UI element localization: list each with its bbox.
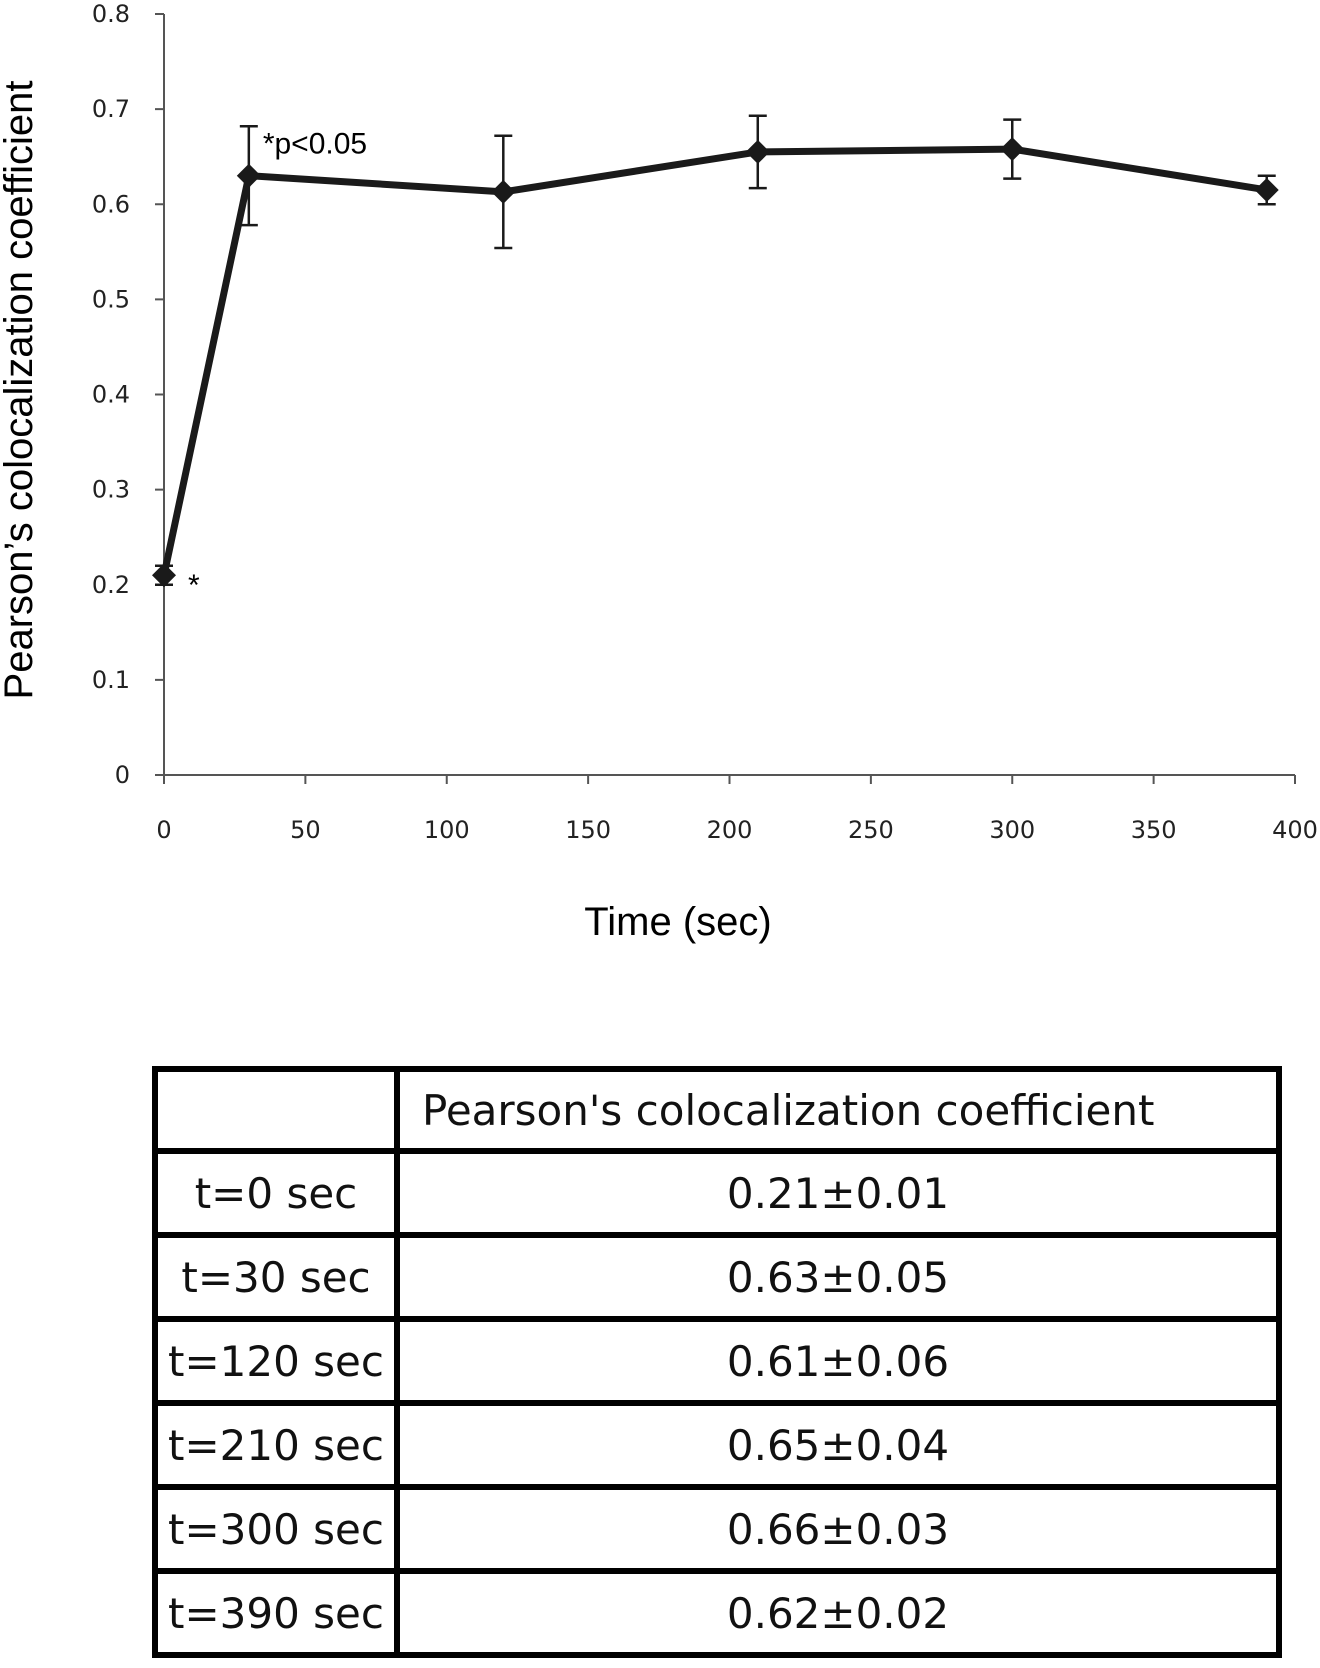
y-tick-labels: 0 0.1 0.2 0.3 0.4 0.5 0.6 0.7 0.8 xyxy=(92,0,130,789)
y-tick-label: 0.7 xyxy=(92,95,130,123)
table-row: t=120 sec 0.61±0.06 xyxy=(158,1322,1276,1400)
time-cell: t=210 sec xyxy=(158,1406,394,1484)
table-row: t=300 sec 0.66±0.03 xyxy=(158,1490,1276,1568)
time-cell: t=390 sec xyxy=(158,1574,394,1652)
x-tick-labels: 0 50 100 150 200 250 300 350 400 xyxy=(156,816,1318,844)
significance-annotation: *p<0.05 xyxy=(263,128,367,161)
x-tick-label: 250 xyxy=(848,816,894,844)
y-tick-label: 0.5 xyxy=(92,285,130,313)
table-header-row: Pearson's colocalization coefficient xyxy=(158,1072,1276,1148)
data-point xyxy=(236,163,261,188)
y-tick-label: 0.1 xyxy=(92,666,130,694)
x-tick-label: 300 xyxy=(989,816,1035,844)
time-cell: t=300 sec xyxy=(158,1490,394,1568)
value-cell: 0.21±0.01 xyxy=(400,1154,1276,1232)
data-point xyxy=(491,179,516,204)
y-tick-label: 0.2 xyxy=(92,571,130,599)
time-cell: t=30 sec xyxy=(158,1238,394,1316)
table-row: t=0 sec 0.21±0.01 xyxy=(158,1154,1276,1232)
x-axis-title: Time (sec) xyxy=(584,900,771,944)
y-tick-label: 0.4 xyxy=(92,381,130,409)
line-chart: 0 0.1 0.2 0.3 0.4 0.5 0.6 0.7 0.8 0 50 100 150 200 25… xyxy=(0,0,1318,944)
x-tick-label: 200 xyxy=(707,816,753,844)
y-tick-label: 0.3 xyxy=(92,476,130,504)
significance-marker: * xyxy=(188,569,200,602)
data-markers xyxy=(152,137,1279,588)
x-tick-label: 50 xyxy=(290,816,321,844)
annotations: * *p<0.05 xyxy=(188,128,367,603)
table-header-cell-empty xyxy=(158,1072,394,1148)
x-tick-label: 400 xyxy=(1272,816,1318,844)
series-line xyxy=(160,145,1268,576)
data-point xyxy=(1254,177,1279,202)
y-tick-label: 0.8 xyxy=(92,0,130,28)
y-tick-label: 0 xyxy=(115,761,130,789)
time-cell: t=120 sec xyxy=(158,1322,394,1400)
y-axis-title: Pearson’s colocalization coefficient xyxy=(0,81,41,700)
chart-axes xyxy=(155,13,1296,784)
x-tick-label: 0 xyxy=(156,816,171,844)
time-cell: t=0 sec xyxy=(158,1154,394,1232)
data-point xyxy=(152,563,176,588)
x-tick-label: 100 xyxy=(424,816,470,844)
value-cell: 0.61±0.06 xyxy=(400,1322,1276,1400)
data-point xyxy=(745,139,770,164)
table-row: t=390 sec 0.62±0.02 xyxy=(158,1574,1276,1652)
table-row: t=30 sec 0.63±0.05 xyxy=(158,1238,1276,1316)
x-tick-label: 150 xyxy=(565,816,611,844)
table-header-cell: Pearson's colocalization coefficient xyxy=(400,1072,1276,1148)
x-tick-label: 350 xyxy=(1131,816,1177,844)
value-cell: 0.63±0.05 xyxy=(400,1238,1276,1316)
value-cell: 0.65±0.04 xyxy=(400,1406,1276,1484)
coefficient-table: Pearson's colocalization coefficient t=0… xyxy=(152,1066,1282,1658)
data-point xyxy=(1000,137,1025,162)
y-tick-label: 0.6 xyxy=(92,190,130,218)
series-path xyxy=(160,145,1268,576)
table-row: t=210 sec 0.65±0.04 xyxy=(158,1406,1276,1484)
value-cell: 0.66±0.03 xyxy=(400,1490,1276,1568)
error-bars xyxy=(155,114,1276,586)
coefficient-table-wrapper: Pearson's colocalization coefficient t=0… xyxy=(152,1066,1282,1658)
value-cell: 0.62±0.02 xyxy=(400,1574,1276,1652)
